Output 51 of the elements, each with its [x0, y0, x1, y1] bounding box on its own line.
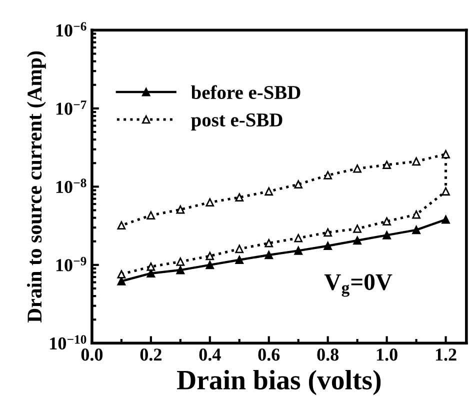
x-tick-label: 1.0: [376, 348, 398, 361]
legend-label: post e-SBD: [191, 113, 282, 130]
legend-label: before e-SBD: [191, 85, 300, 100]
point: [294, 246, 303, 255]
point: [324, 242, 332, 250]
point: [264, 250, 274, 260]
point: [264, 238, 274, 248]
point: [324, 228, 332, 237]
point: [353, 224, 362, 233]
x-tick-label: 0.0: [81, 348, 103, 361]
point: [442, 187, 450, 196]
point: [264, 187, 274, 196]
y-tick-label: 10$^{−6}$: [56, 22, 86, 37]
point: [176, 205, 185, 214]
point: [294, 234, 303, 242]
point: [117, 270, 126, 278]
point: [235, 193, 244, 202]
x-tick-label: 0.6: [258, 348, 280, 361]
point: [382, 217, 391, 226]
point: [294, 180, 303, 189]
point: [146, 262, 156, 271]
annotation: V$_{g}$=0V: [324, 274, 392, 297]
point: [412, 210, 420, 219]
point: [176, 266, 185, 274]
point: [412, 226, 420, 234]
point: [382, 230, 391, 240]
point: [206, 252, 214, 260]
point: [117, 221, 126, 230]
y-tick-label: 10$^{−8}$: [56, 178, 86, 194]
point: [235, 244, 244, 254]
point: [146, 211, 156, 220]
x-tick-label: 0.4: [199, 348, 221, 361]
point: [382, 160, 391, 170]
point: [206, 198, 214, 207]
point: [353, 236, 362, 245]
point: [324, 171, 332, 180]
x-axis-title: Drain bias (volts): [177, 370, 381, 396]
y-tick-label: 10$^{−7}$: [56, 100, 86, 115]
x-tick-label: 0.8: [317, 348, 339, 361]
point: [176, 258, 185, 266]
point: [442, 215, 450, 224]
point: [353, 164, 362, 173]
y-tick-label: 10$^{−9}$: [56, 256, 86, 272]
point: [206, 260, 214, 270]
point: [412, 157, 420, 166]
point: [442, 150, 450, 158]
y-axis-title: Drain to source current (Amp): [26, 51, 46, 322]
point: [235, 256, 244, 264]
x-tick-label: 0.2: [140, 348, 162, 361]
x-tick-label: 1.2: [436, 348, 456, 361]
y-tick-label: 10$^{−10}$: [50, 335, 86, 350]
